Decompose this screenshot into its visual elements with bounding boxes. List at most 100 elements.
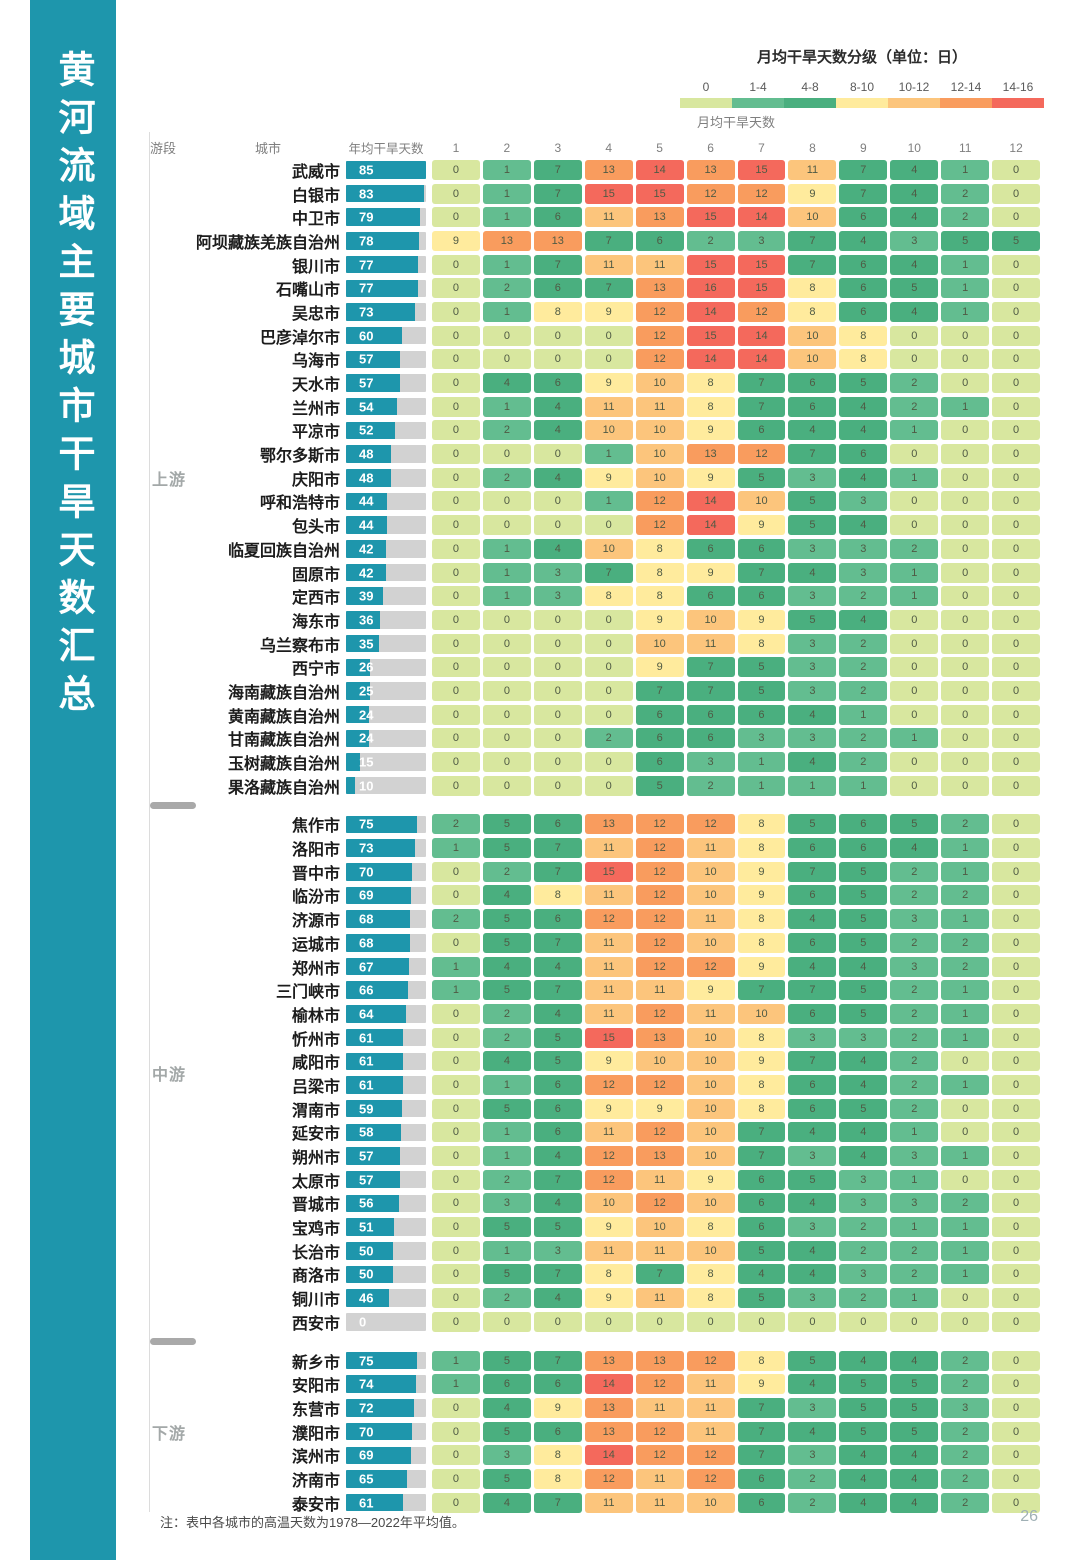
annual-bar-track: 83 (346, 184, 426, 203)
month-cell: 8 (533, 1468, 582, 1489)
month-cell: 2 (941, 1421, 990, 1442)
annual-value: 42 (359, 565, 374, 581)
annual-bar-track: 26 (346, 658, 426, 677)
month-cells: 0 2 7 15 12 10 9 7 5 2 1 0 (432, 861, 1041, 882)
month-column-number: 8 (809, 140, 816, 155)
month-cell: 7 (737, 1146, 786, 1167)
month-cell: 12 (635, 861, 684, 882)
month-cells: 0 5 7 11 12 10 8 6 5 2 2 0 (432, 932, 1041, 953)
month-cells: 0 1 7 13 14 13 15 11 7 4 1 0 (432, 159, 1041, 180)
month-cell: 1 (432, 1374, 480, 1395)
month-cell: 9 (432, 230, 480, 251)
month-cell: 11 (635, 980, 684, 1001)
reach-label: 中游 (152, 1067, 187, 1085)
annual-bar: 68 (346, 910, 426, 928)
month-cell: 0 (432, 680, 480, 701)
month-cell: 12 (584, 909, 633, 930)
month-cells: 0 5 6 9 9 10 8 6 5 2 0 0 (432, 1098, 1041, 1119)
reach-group: 上游 武威市 85 0 1 7 13 14 13 15 11 7 4 1 0 白银市 83 0 1 7 15 15 12 12… (150, 158, 1041, 798)
annual-bar: 66 (346, 981, 426, 999)
heatmap-table-body: 上游 武威市 85 0 1 7 13 14 13 15 11 7 4 1 0 白银市 83 0 1 7 15 15 12 12… (150, 158, 1041, 1515)
annual-value: 68 (359, 935, 374, 951)
annual-value: 24 (359, 707, 374, 723)
month-cell: 0 (432, 159, 480, 180)
month-cell: 4 (890, 159, 939, 180)
month-cell: 4 (737, 1264, 786, 1285)
annual-bar: 61 (346, 1493, 426, 1512)
month-cell: 0 (941, 680, 990, 701)
month-cell: 9 (584, 1051, 633, 1072)
city-row: 银川市 77 0 1 7 11 11 15 15 7 6 4 1 0 (150, 253, 1041, 277)
month-cell: 4 (482, 1397, 531, 1418)
city-column-header: 城市 (254, 141, 281, 156)
month-cell: 5 (482, 1468, 531, 1489)
annual-value: 57 (359, 375, 374, 391)
month-cell: 12 (737, 183, 786, 204)
month-cells: 0 2 4 11 12 11 10 6 5 2 1 0 (432, 1003, 1041, 1024)
month-cell: 0 (584, 349, 633, 370)
month-cell: 8 (737, 1098, 786, 1119)
annual-bar-fill (346, 1194, 399, 1213)
month-cell: 11 (635, 396, 684, 417)
month-cell: 3 (788, 1146, 837, 1167)
month-cell: 1 (941, 838, 990, 859)
month-cell: 13 (584, 159, 633, 180)
annual-bar-fill (346, 1005, 407, 1023)
month-cell: 3 (788, 657, 837, 678)
month-cell: 10 (686, 1492, 735, 1513)
month-cell: 10 (686, 1122, 735, 1143)
month-cell: 0 (482, 633, 531, 654)
legend-bin-swatch (992, 98, 1044, 108)
annual-bar: 78 (346, 232, 426, 250)
city-row: 呼和浩特市 44 0 0 0 1 12 14 10 5 3 0 0 0 (150, 490, 1041, 514)
month-cell: 6 (533, 909, 582, 930)
city-row: 安阳市 74 1 6 6 14 12 11 9 4 5 5 2 0 (150, 1372, 1041, 1396)
month-cell: 2 (686, 230, 735, 251)
month-cell: 3 (482, 1193, 531, 1214)
month-cell: 2 (941, 932, 990, 953)
month-cell: 0 (584, 657, 633, 678)
month-cell: 6 (635, 230, 684, 251)
month-cell: 9 (686, 420, 735, 441)
month-cell: 0 (432, 1098, 480, 1119)
annual-value: 24 (359, 730, 374, 746)
annual-bar-track: 61 (346, 1052, 426, 1071)
month-cell: 5 (788, 1169, 837, 1190)
legend-bin-swatch (836, 98, 888, 108)
annual-bar-track: 46 (346, 1289, 426, 1307)
month-cell: 4 (788, 1421, 837, 1442)
city-row: 海南藏族自治州 25 0 0 0 0 7 7 5 3 2 0 0 0 (150, 679, 1041, 703)
month-cell: 0 (890, 491, 939, 512)
month-cell: 0 (941, 373, 990, 394)
annual-bar-fill (346, 611, 380, 629)
legend-bin-label: 14-16 (1002, 80, 1034, 94)
month-cell: 0 (941, 420, 990, 441)
month-cell: 3 (941, 1397, 990, 1418)
month-cell: 10 (686, 1146, 735, 1167)
annual-bar: 26 (346, 658, 426, 677)
month-cell: 2 (941, 207, 990, 228)
annual-bar-track: 42 (346, 540, 426, 558)
annual-bar: 73 (346, 839, 426, 857)
month-cell: 5 (533, 1051, 582, 1072)
month-cell: 3 (788, 1288, 837, 1309)
annual-value: 58 (359, 1124, 374, 1140)
month-cell: 4 (533, 956, 582, 977)
city-name: 东营市 (291, 1401, 340, 1419)
month-cell: 5 (839, 885, 888, 906)
legend-bin-label: 8-10 (849, 80, 875, 94)
month-cell: 3 (788, 633, 837, 654)
month-cell: 2 (890, 396, 939, 417)
month-cell: 6 (788, 1003, 837, 1024)
month-cell: 0 (432, 396, 480, 417)
city-row: 济南市 65 0 5 8 12 11 12 6 2 4 4 2 0 (150, 1467, 1041, 1491)
month-cell: 0 (992, 1288, 1041, 1309)
annual-bar-track: 39 (346, 587, 426, 605)
month-cell: 0 (992, 980, 1041, 1001)
month-cell: 12 (635, 956, 684, 977)
month-cell: 7 (839, 183, 888, 204)
month-cell: 4 (890, 301, 939, 322)
month-cell: 0 (992, 1240, 1041, 1261)
